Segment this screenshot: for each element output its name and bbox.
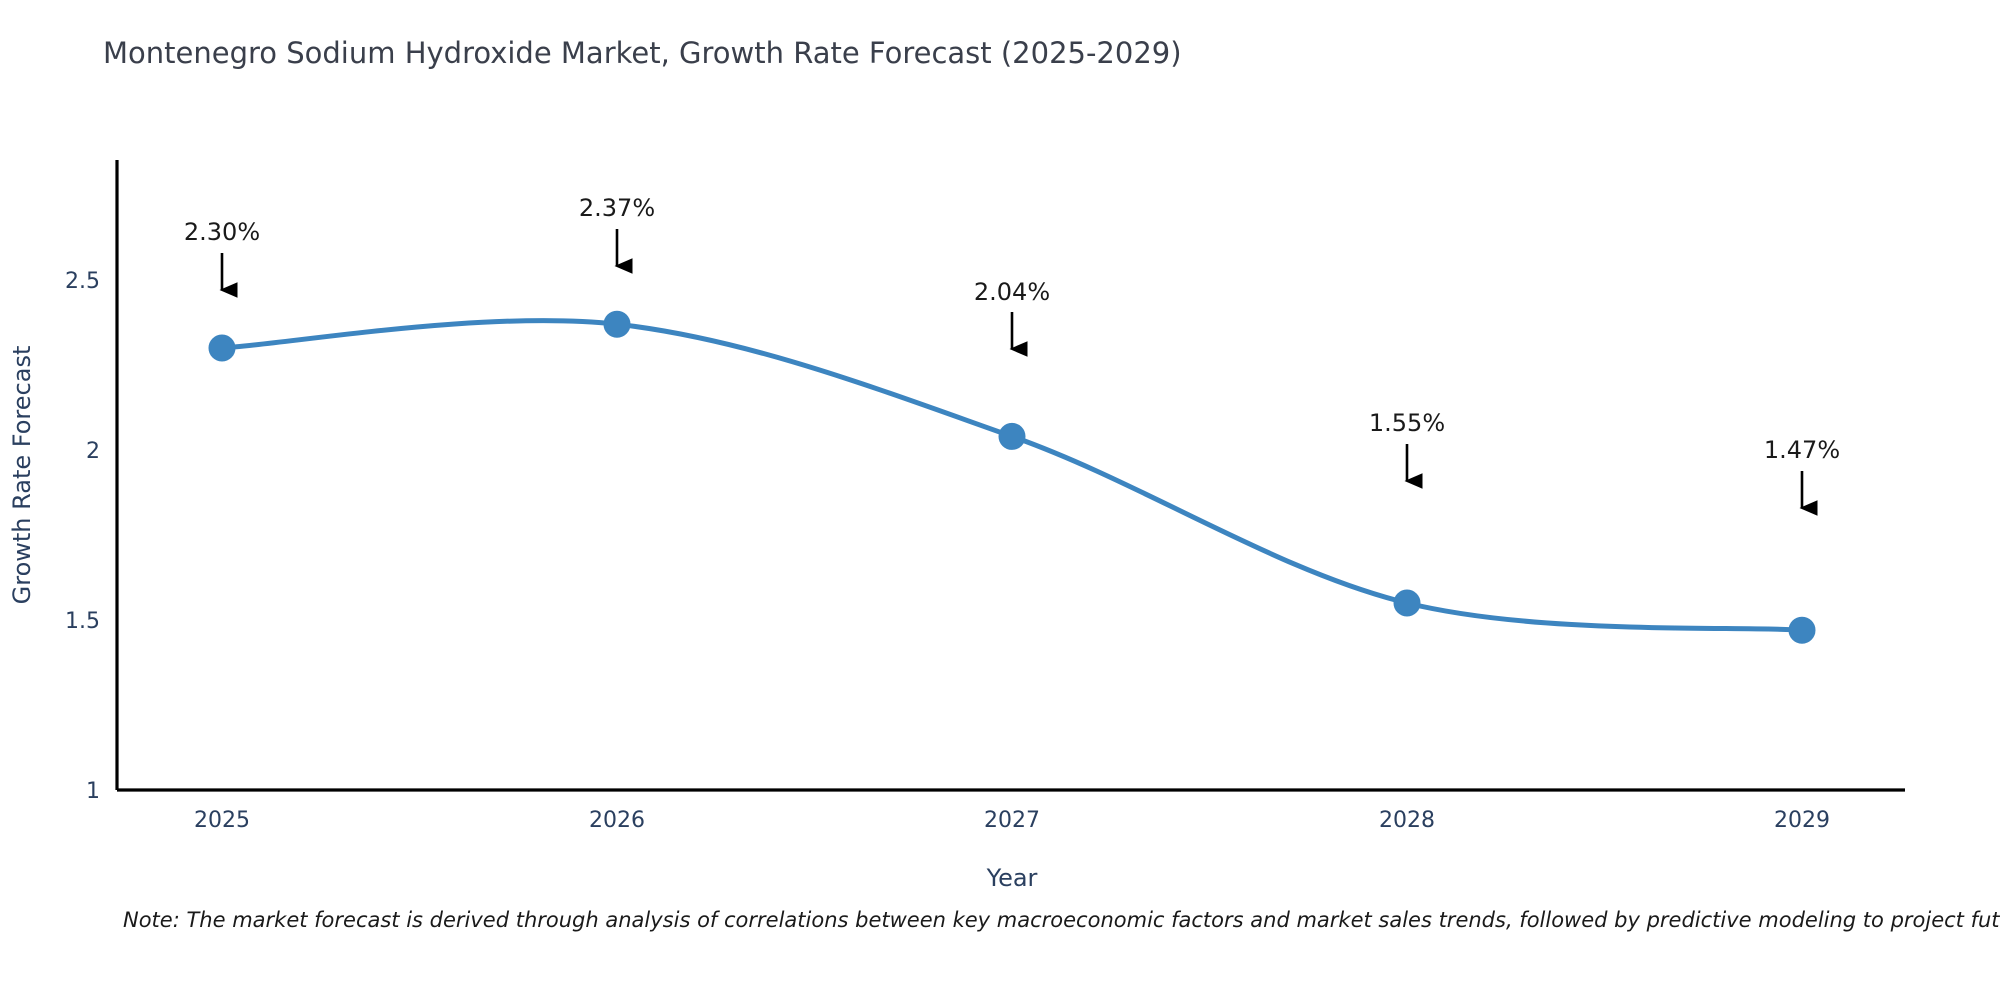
data-point-2025[interactable] [208, 334, 236, 362]
y-tick-label-3: 2 [86, 439, 100, 464]
data-point-2028[interactable] [1393, 589, 1421, 617]
annotation-arrows [219, 229, 1818, 516]
point-label-2027: 2.04% [974, 278, 1050, 306]
point-label-2026: 2.37% [579, 194, 655, 222]
y-tick-label-1: 1 [86, 779, 100, 804]
point-label-2029: 1.47% [1764, 436, 1840, 464]
x-tick-label-2029: 2029 [1774, 808, 1830, 833]
x-axis-title: Year [986, 864, 1038, 892]
x-tick-label-2026: 2026 [589, 808, 645, 833]
data-series-line [219, 318, 1805, 633]
y-tick-label-4: 2.5 [65, 269, 100, 294]
point-label-2025: 2.30% [184, 218, 260, 246]
x-tick-label-2027: 2027 [984, 808, 1040, 833]
data-point-2029[interactable] [1788, 616, 1816, 644]
chart-footnote: Note: The market forecast is derived thr… [123, 908, 2000, 932]
data-point-2026[interactable] [603, 310, 631, 338]
point-label-2028: 1.55% [1369, 409, 1445, 437]
data-point-markers [208, 310, 1816, 644]
x-tick-label-2025: 2025 [194, 808, 250, 833]
data-point-2027[interactable] [998, 422, 1026, 450]
x-tick-label-2028: 2028 [1379, 808, 1435, 833]
y-tick-label-2: 1.5 [65, 609, 100, 634]
chart-title: Montenegro Sodium Hydroxide Market, Grow… [103, 36, 1182, 70]
y-axis-title: Growth Rate Forecast [8, 346, 36, 605]
